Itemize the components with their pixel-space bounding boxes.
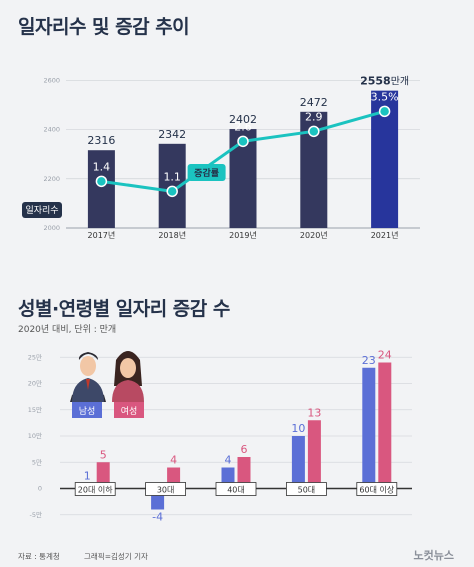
category-box (356, 482, 398, 496)
hair-shape (78, 352, 98, 360)
rate-point (308, 125, 320, 138)
x-tick-label: 2017년 (88, 230, 116, 240)
bar-value-label: 1 (84, 469, 91, 482)
rate-value-label: 2.6 (234, 120, 252, 133)
x-tick-label: 2019년 (229, 230, 257, 240)
legend-female: 여성 (114, 402, 144, 418)
bar-value-label: 2472 (300, 96, 328, 109)
y-tick-label: 25만 (28, 352, 42, 361)
bar-value-label: 2316 (87, 134, 115, 147)
bar-value-label: 2402 (229, 113, 257, 126)
chart2-subtitle: 2020년 대비, 단위 : 만개 (18, 325, 117, 335)
bar-60대 이상-남성 (362, 367, 376, 489)
bar-60대 이상-여성 (378, 362, 392, 489)
bar-value-label: 23 (362, 354, 376, 367)
graphic-credit: 그래픽=김성기 기자 (84, 552, 148, 561)
x-tick-label: 2018년 (158, 230, 186, 240)
y-tick-label: 20만 (28, 379, 42, 388)
chart1-title: 일자리수 및 증감 추이 (18, 16, 190, 38)
legend-female-swatch (114, 402, 144, 418)
x-tick-label: 50대 (298, 486, 316, 495)
y-tick-label: -5만 (30, 510, 42, 519)
publisher-logo: 노컷뉴스 (413, 549, 454, 562)
bar-2017년 (87, 150, 115, 228)
legend-jobs-bg (22, 202, 62, 218)
legend-jobs: 일자리수 (22, 202, 62, 218)
category-box (215, 482, 257, 496)
face-shape (80, 356, 96, 376)
bar-value-label: 13 (307, 406, 321, 419)
bar-value-label: 10 (291, 422, 305, 435)
rate-value-label: 1.1 (163, 170, 181, 183)
jobs-trend-chart: 2000 2200 2400 2600 2316 2017년 2342 2018년 2402 20… (22, 75, 420, 240)
y-tick-label: 2000 (43, 224, 60, 232)
bar-value-label: 4 (170, 454, 177, 467)
source-note: 자료 : 통계청 (18, 552, 60, 561)
category-box (145, 482, 187, 496)
category-box (285, 482, 327, 496)
rate-value-label: 2.9 (305, 110, 323, 123)
male-figure-icon (70, 352, 106, 402)
legend-male: 남성 (72, 402, 102, 418)
bar-50대-남성 (291, 436, 305, 489)
legend-jobs-label: 일자리수 (25, 205, 58, 216)
x-tick-label: 2020년 (300, 230, 328, 240)
x-tick-label: 2021년 (371, 230, 399, 240)
rate-point (378, 105, 391, 118)
x-tick-label: 20대 이하 (78, 485, 113, 495)
female-figure-icon (112, 351, 144, 402)
rate-point (237, 135, 249, 148)
bar-value-label: 6 (241, 443, 248, 456)
bar-value-label: 2342 (158, 128, 186, 141)
category-box (74, 482, 116, 496)
legend-rate-bg (187, 164, 226, 181)
legend-male-swatch (72, 402, 102, 418)
bar-value-label: 4 (225, 454, 232, 467)
bar-50대-여성 (307, 420, 321, 489)
bar-value-label: -4 (152, 511, 163, 524)
rate-value-label: 1.4 (93, 160, 111, 173)
chart2-title: 성별·연령별 일자리 증감 수 (18, 298, 230, 320)
bar-value-label: 2558만개 (360, 75, 409, 88)
rate-point (166, 185, 178, 198)
bar-20대 이하-여성 (96, 462, 110, 489)
tie-shape (86, 379, 90, 390)
legend-male-label: 남성 (79, 406, 96, 417)
y-tick-label: 2600 (43, 76, 60, 84)
rate-point (95, 175, 108, 188)
rate-value-label: 3.5% (371, 90, 399, 103)
x-tick-label: 60대 이상 (359, 485, 394, 495)
legend-female-label: 여성 (121, 405, 138, 417)
bar-value-label: 5 (100, 448, 107, 461)
bar-40대-여성 (237, 457, 251, 489)
y-tick-label: 2400 (43, 126, 60, 134)
bar-value-label: 24 (378, 349, 392, 362)
x-tick-label: 40대 (227, 486, 245, 495)
x-tick-label: 30대 (157, 486, 175, 495)
y-tick-label: 5만 (32, 457, 42, 466)
y-tick-label: 10만 (28, 431, 42, 440)
legend-rate: 증감률 (187, 164, 226, 181)
y-tick-label: 15만 (28, 405, 42, 414)
y-tick-label: 0 (38, 485, 42, 493)
jacket-shape (112, 380, 144, 402)
y-tick-label: 2200 (43, 175, 60, 183)
face-shape (120, 358, 136, 378)
legend-rate-label: 증감률 (194, 167, 219, 179)
